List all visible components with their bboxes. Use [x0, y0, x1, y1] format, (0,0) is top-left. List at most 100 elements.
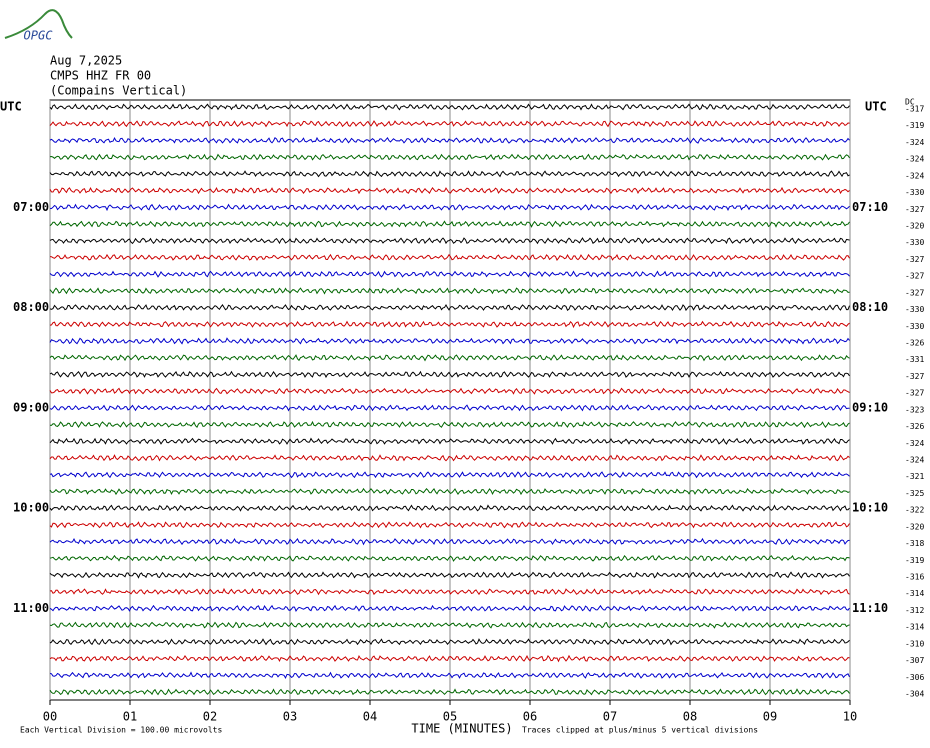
left-time-label: 11:00: [13, 601, 49, 615]
trace: [49, 604, 850, 612]
x-tick-label: 04: [363, 710, 377, 724]
dc-label: -322: [905, 506, 924, 515]
dc-label: -327: [905, 288, 924, 297]
right-time-label: 10:10: [852, 501, 888, 515]
left-time-label: UTC: [0, 100, 22, 114]
dc-label: -320: [905, 522, 924, 531]
left-time-label: 09:00: [13, 400, 49, 414]
right-time-label: 09:10: [852, 400, 888, 414]
location: (Compains Vertical): [50, 84, 187, 98]
trace: [49, 537, 850, 546]
dc-label: -330: [905, 188, 924, 197]
dc-header: DC: [905, 98, 915, 107]
trace: [49, 471, 850, 479]
right-time-label: UTC: [865, 100, 887, 114]
trace: [49, 120, 850, 128]
trace: [49, 236, 850, 245]
trace: [49, 220, 850, 228]
x-tick-label: 10: [843, 710, 857, 724]
trace: [49, 671, 850, 680]
dc-label: -324: [905, 155, 924, 164]
dc-label: -327: [905, 389, 924, 398]
note: Each Vertical Division = 100.00 microvol…: [20, 726, 222, 735]
trace: [49, 287, 850, 295]
trace: [49, 103, 850, 111]
trace: [49, 170, 850, 178]
left-time-label: 10:00: [13, 501, 49, 515]
trace: [49, 437, 850, 445]
dc-label: -307: [905, 656, 924, 665]
dc-label: -327: [905, 272, 924, 281]
trace: [49, 621, 850, 629]
logo-mark: [4, 9, 73, 39]
trace: [49, 420, 850, 429]
logo-text: OPGC: [24, 29, 54, 43]
dc-label: -319: [905, 121, 924, 130]
trace: [49, 688, 850, 696]
dc-label: -319: [905, 556, 924, 565]
x-tick-label: 01: [123, 710, 137, 724]
dc-label: -330: [905, 238, 924, 247]
trace: [49, 487, 850, 496]
x-tick-label: 03: [283, 710, 297, 724]
dc-label: -316: [905, 573, 924, 582]
dc-label: -325: [905, 489, 924, 498]
trace: [49, 253, 850, 261]
trace: [49, 337, 850, 345]
right-time-label: 07:10: [852, 200, 888, 214]
trace: [49, 354, 850, 362]
x-tick-label: 05: [443, 710, 457, 724]
dc-label: -310: [905, 639, 924, 648]
dc-label: -327: [905, 372, 924, 381]
dc-label: -330: [905, 322, 924, 331]
dc-label: -327: [905, 255, 924, 264]
dc-label: -324: [905, 171, 924, 180]
dc-label: -306: [905, 673, 924, 682]
trace: [49, 370, 850, 379]
dc-label: -314: [905, 623, 924, 632]
trace: [49, 153, 850, 161]
right-time-label: 08:10: [852, 300, 888, 314]
logo: OPGC: [4, 9, 73, 43]
dc-label: -324: [905, 138, 924, 147]
x-tick-label: 06: [523, 710, 537, 724]
trace: [49, 320, 850, 329]
trace: [49, 554, 850, 562]
trace: [49, 638, 850, 646]
trace: [49, 521, 850, 529]
trace: [49, 571, 850, 579]
x-tick-label: 02: [203, 710, 217, 724]
trace: [49, 186, 850, 195]
date: Aug 7,2025: [50, 54, 122, 68]
trace: [49, 203, 850, 212]
dc-label: -312: [905, 606, 924, 615]
dc-label: -324: [905, 456, 924, 465]
dc-label: -331: [905, 355, 924, 364]
dc-label: -330: [905, 305, 924, 314]
note: Traces clipped at plus/minus 5 vertical …: [522, 726, 758, 735]
dc-label: -320: [905, 222, 924, 231]
dc-label: -314: [905, 589, 924, 598]
trace: [49, 387, 850, 395]
dc-label: -326: [905, 422, 924, 431]
dc-label: -304: [905, 690, 924, 699]
left-time-label: 07:00: [13, 200, 49, 214]
x-tick-label: 00: [43, 710, 57, 724]
dc-label: -317: [905, 105, 924, 114]
x-tick-label: 07: [603, 710, 617, 724]
dc-label: -318: [905, 539, 924, 548]
dc-label: -326: [905, 339, 924, 348]
x-tick-label: 08: [683, 710, 697, 724]
trace: [49, 454, 850, 462]
trace: [49, 504, 850, 512]
dc-label: -321: [905, 472, 924, 481]
x-axis-title: TIME (MINUTES): [411, 722, 512, 736]
dc-label: -324: [905, 439, 924, 448]
station: CMPS HHZ FR 00: [50, 69, 151, 83]
trace: [49, 270, 850, 278]
left-time-label: 08:00: [13, 300, 49, 314]
trace: [49, 136, 850, 144]
trace: [49, 404, 850, 412]
dc-label: -323: [905, 405, 924, 414]
